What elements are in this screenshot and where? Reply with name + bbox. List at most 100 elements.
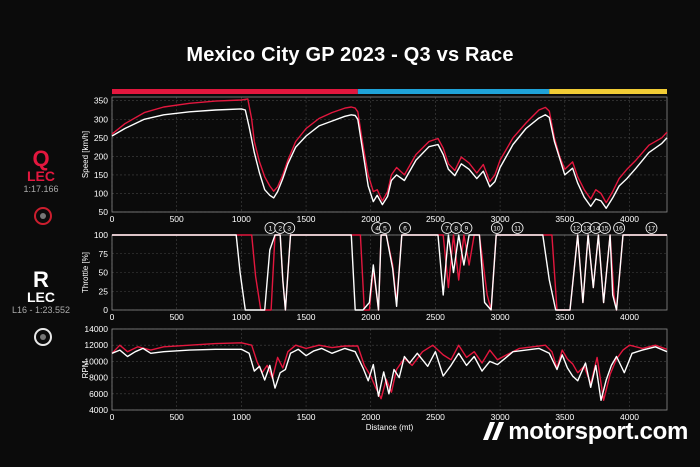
corner-label-4: 4 (375, 226, 379, 233)
corner-marker-9 (460, 222, 473, 234)
throttle-ytick-label: 100 (94, 230, 108, 240)
rpm-xtick-label: 4000 (620, 412, 639, 422)
corner-label-11: 11 (514, 226, 521, 233)
legend-q-letter: Q (32, 146, 50, 171)
speed-ytick-label: 50 (99, 207, 109, 217)
rpm-panel-frame (111, 328, 668, 411)
motorsport-mark-icon (483, 419, 505, 447)
throttle-ytick-label: 50 (99, 268, 109, 278)
rpm-ylabel: RPM (81, 360, 90, 378)
speed-xtick-label: 3000 (491, 214, 510, 224)
throttle-ylabel: Throttle [%] (81, 252, 90, 293)
sector-bar-2 (357, 89, 550, 94)
rpm-xlabel: Distance (mt) (366, 423, 414, 432)
speed-ytick-label: 150 (94, 170, 108, 180)
corner-marker-11 (511, 222, 524, 234)
corner-label-15: 15 (601, 226, 609, 233)
speed-ylabel: Speed [km/h] (81, 131, 90, 178)
legend-qualifying: Q LEC 1:17.166 (12, 146, 70, 194)
speed-ytick-label: 350 (94, 96, 108, 106)
brand-text: motorsport.com (508, 418, 688, 445)
throttle-ytick-label: 0 (103, 305, 108, 315)
corner-label-3: 3 (287, 226, 291, 233)
throttle-series-r-line (112, 234, 667, 311)
rpm-xtick-label: 500 (170, 412, 184, 422)
corner-label-17: 17 (648, 226, 656, 233)
speed-ytick-label: 250 (94, 133, 108, 143)
throttle-panel-frame (111, 234, 668, 311)
throttle-xtick-label: 1000 (232, 312, 251, 322)
corner-marker-15 (599, 222, 611, 234)
throttle-xtick-label: 3000 (491, 312, 510, 322)
corner-marker-16 (613, 222, 626, 234)
hard-tyre-icon (34, 328, 52, 346)
speed-xtick-label: 500 (170, 214, 184, 224)
speed-panel-frame (111, 96, 668, 213)
rpm-ytick-label: 6000 (89, 389, 108, 399)
speed-xtick-label: 1500 (297, 214, 316, 224)
throttle-xtick-label: 2000 (361, 312, 380, 322)
corner-label-9: 9 (465, 226, 469, 233)
legend-q-driver: LEC (27, 168, 55, 184)
throttle-xtick-label: 3500 (555, 312, 574, 322)
brand-logo: motorsport.com (483, 418, 688, 447)
legend-r-driver: LEC (27, 289, 55, 305)
rpm-xtick-label: 2500 (426, 412, 445, 422)
corner-label-13: 13 (583, 226, 591, 233)
throttle-xtick-label: 2500 (426, 312, 445, 322)
corner-label-1: 1 (269, 226, 273, 233)
rpm-ytick-label: 4000 (89, 405, 108, 415)
legend-race: R LEC L16 - 1:23.552 (4, 267, 78, 315)
chart-title: Mexico City GP 2023 - Q3 vs Race (186, 44, 514, 66)
throttle-ytick-label: 75 (99, 249, 109, 259)
speed-xtick-label: 1000 (232, 214, 251, 224)
corner-label-12: 12 (573, 226, 581, 233)
rpm-ytick-label: 12000 (84, 340, 108, 350)
corner-marker-3 (283, 222, 296, 234)
corner-label-5: 5 (383, 226, 387, 233)
rpm-xtick-label: 0 (110, 412, 115, 422)
speed-xtick-label: 4000 (620, 214, 639, 224)
rpm-ytick-label: 8000 (89, 373, 108, 383)
corner-marker-6 (399, 222, 411, 234)
speed-xtick-label: 2000 (361, 214, 380, 224)
rpm-xtick-label: 3000 (491, 412, 510, 422)
corner-label-8: 8 (454, 226, 458, 233)
sector-bar-3 (549, 89, 667, 94)
rpm-xtick-label: 3500 (555, 412, 574, 422)
rpm-series-r-line (111, 346, 668, 401)
rpm-xtick-label: 2000 (361, 412, 380, 422)
corner-label-6: 6 (403, 226, 407, 233)
corner-label-10: 10 (493, 226, 501, 233)
rpm-xtick-label: 1000 (232, 412, 251, 422)
corner-marker-17 (645, 222, 658, 234)
speed-series-q-line (111, 98, 668, 204)
throttle-ytick-label: 25 (99, 286, 109, 296)
speed-xtick-label: 2500 (426, 214, 445, 224)
corner-label-16: 16 (616, 226, 624, 233)
corner-marker-10 (490, 222, 503, 234)
legend-r-laptime: L16 - 1:23.552 (11, 305, 71, 315)
speed-series-r-line (111, 108, 668, 210)
speed-xtick-label: 3500 (555, 214, 574, 224)
speed-ytick-label: 300 (94, 114, 108, 124)
speed-ytick-label: 200 (94, 151, 108, 161)
corner-label-2: 2 (278, 226, 282, 233)
rpm-series-q-line (111, 342, 668, 401)
corner-label-14: 14 (592, 226, 600, 233)
legend-q-laptime: 1:17.166 (23, 184, 59, 194)
throttle-xtick-label: 4000 (620, 312, 639, 322)
throttle-xtick-label: 1500 (297, 312, 316, 322)
rpm-xtick-label: 1500 (297, 412, 316, 422)
rpm-ytick-label: 10000 (84, 356, 108, 366)
speed-ytick-label: 100 (94, 188, 108, 198)
corner-label-7: 7 (445, 226, 449, 233)
rpm-ytick-label: 14000 (84, 324, 108, 334)
speed-xtick-label: 0 (110, 214, 115, 224)
throttle-xtick-label: 0 (110, 312, 115, 322)
throttle-xtick-label: 500 (170, 312, 184, 322)
soft-tyre-icon (34, 207, 52, 225)
corner-marker-5 (379, 222, 391, 234)
legend-r-letter: R (33, 267, 49, 292)
